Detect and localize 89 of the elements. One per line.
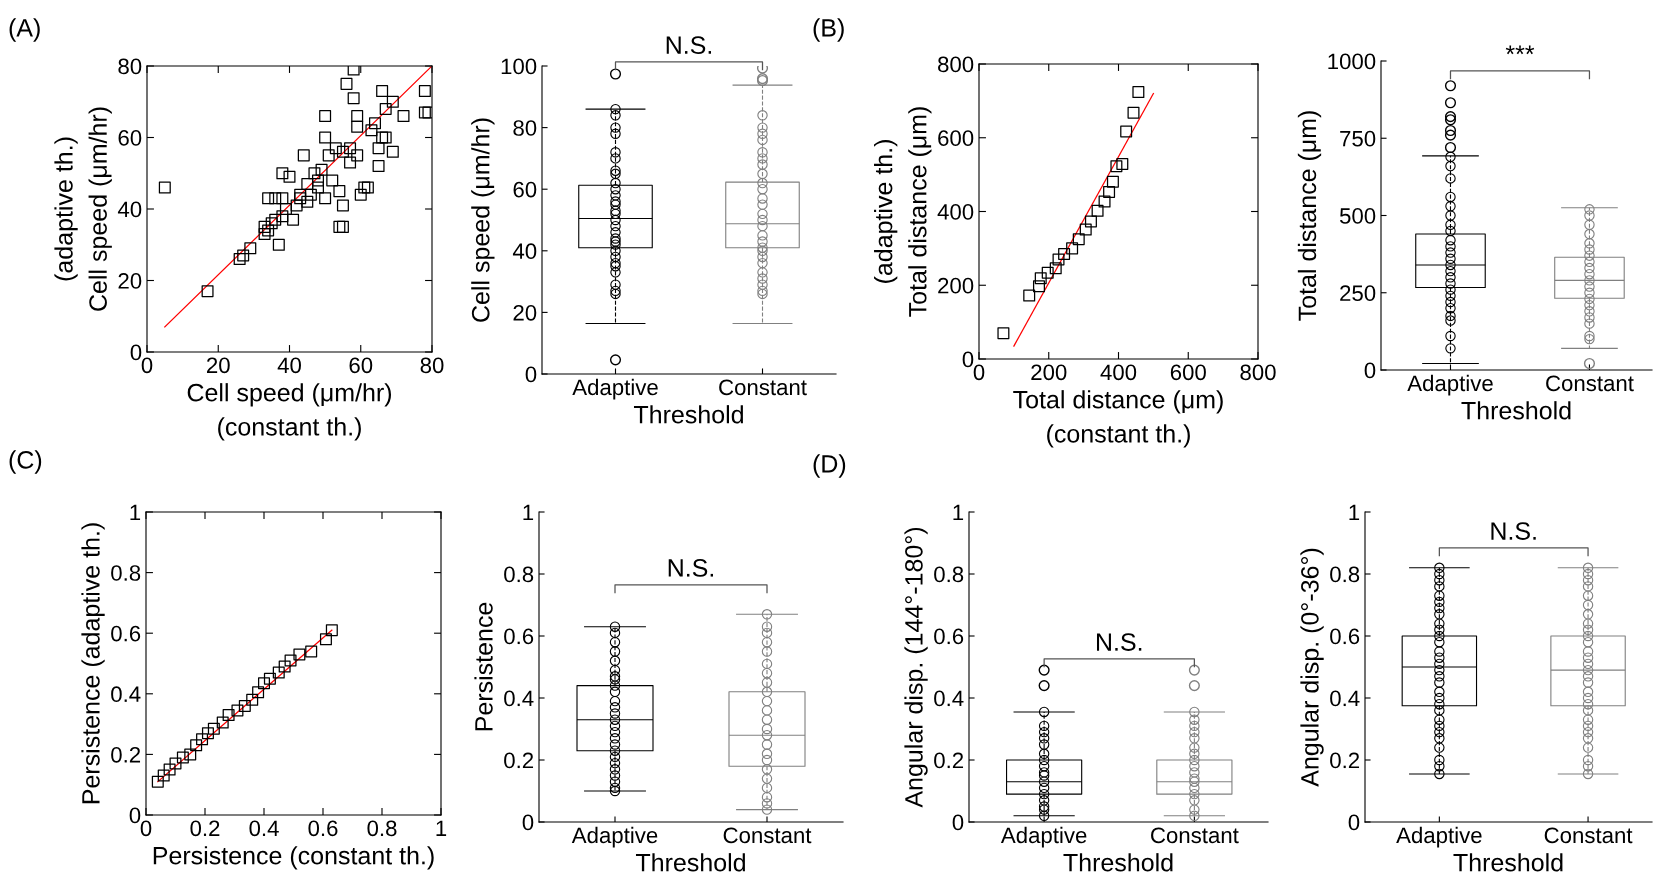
y-axis-title: Persistence (adaptive th.) [81, 523, 105, 804]
y-tick-label: 250 [1340, 285, 1376, 302]
y-tick-label: 800 [938, 56, 974, 73]
y-tick-label: 80 [513, 120, 537, 136]
x-tick-label: 0.2 [190, 820, 220, 837]
y-tick-label: 0.8 [934, 566, 964, 583]
x-tick-label: Adaptive [572, 378, 658, 400]
text: *** [1505, 45, 1535, 55]
x-tick-label: 1 [436, 820, 447, 836]
x-tick-label: Adaptive [571, 826, 658, 848]
x-tick-label: 0.4 [249, 820, 279, 837]
text: (C) [9, 450, 42, 474]
annotation: N.S. [668, 559, 714, 577]
x-tick-label: Adaptive [1000, 826, 1087, 848]
x-tick-label: Constant [1544, 827, 1633, 844]
y-tick-label: 0.4 [1330, 690, 1360, 707]
x-tick-label: 40 [277, 357, 301, 374]
x-tick-label: Constant [1546, 375, 1634, 392]
x-tick-label: 400 [1100, 364, 1137, 381]
y-tick-label: 0.2 [504, 752, 534, 769]
y-axis-title: Cell speed (μm/hr) [471, 118, 495, 322]
y-tick-label: 600 [938, 130, 974, 147]
x-tick-label: 0 [973, 364, 985, 381]
x-tick-label: Adaptive [1407, 374, 1493, 396]
y-tick-label: 1 [523, 504, 534, 521]
x-tick-label: Adaptive [1396, 826, 1482, 848]
x-axis-title: Threshold [1063, 853, 1173, 872]
y-tick-label: 60 [513, 181, 537, 198]
y-tick-label: 0.6 [1330, 628, 1360, 645]
y-tick-label: 0.8 [111, 565, 141, 581]
y-tick-label: 60 [118, 130, 142, 146]
y-tick-label: 80 [118, 58, 142, 75]
y-tick-label: 20 [118, 273, 142, 289]
x-tick-label: 600 [1170, 364, 1206, 381]
x-axis-title: Threshold [635, 853, 745, 872]
y-tick-label: 0.2 [934, 752, 964, 769]
y-tick-label: 0 [130, 344, 142, 361]
text: (A) [9, 18, 40, 42]
x-tick-label: 0.8 [367, 820, 397, 837]
x-tick-label: 0 [141, 357, 153, 374]
x-tick-label: 800 [1240, 364, 1276, 381]
x-tick-label: Constant [1151, 827, 1239, 844]
x-tick-label: 80 [420, 357, 444, 374]
y-tick-label: 400 [937, 204, 974, 220]
y-tick-label: 0.4 [504, 690, 534, 707]
y-tick-label: 1 [953, 504, 964, 521]
x-tick-label: Constant [719, 379, 807, 396]
y-tick-label: 0.8 [504, 566, 534, 583]
y-tick-label: 20 [513, 304, 537, 321]
text: (B) [813, 18, 844, 42]
text: N.S. [666, 36, 712, 54]
y-tick-label: 0.8 [1330, 566, 1360, 583]
x-tick-label: 20 [207, 357, 230, 374]
x-tick-label: 0.6 [308, 820, 338, 837]
x-axis-title: Threshold [633, 405, 743, 424]
y-tick-label: 0.2 [1330, 752, 1360, 769]
x-tick-label: 200 [1031, 364, 1067, 381]
y-tick-label: 0.4 [111, 686, 141, 703]
y-axis-title: (adaptive th.) Total distance (μm) [874, 107, 932, 317]
y-tick-label: 1000 [1328, 53, 1376, 70]
y-tick-label: 200 [938, 277, 974, 294]
y-tick-label: 0.4 [934, 690, 964, 707]
y-tick-label: 0 [129, 807, 141, 824]
y-tick-label: 0.6 [504, 628, 534, 645]
y-axis-title: Total distance (μm) [1297, 111, 1322, 321]
x-axis-title: Total distance (μm) (constant th.) [1013, 390, 1223, 448]
y-axis-title: Angular disp. (0°-36°) [1300, 548, 1324, 787]
y-tick-label: 1 [1349, 504, 1360, 521]
y-tick-label: 750 [1340, 130, 1376, 147]
x-axis-title: Threshold [1453, 853, 1563, 872]
annotation: N.S. [1096, 633, 1142, 651]
y-tick-label: 0.6 [111, 625, 141, 642]
annotation: N.S. [1491, 522, 1536, 540]
x-axis-title: Persistence (constant th.) [153, 846, 434, 870]
y-axis-title: Angular disp. (144°-180°) [904, 527, 928, 808]
y-axis-title: Persistence [474, 602, 493, 731]
x-axis-title: Threshold [1461, 401, 1571, 420]
x-axis-title: Cell speed (μm/hr) (constant th.) [187, 383, 392, 441]
y-tick-label: 40 [512, 243, 537, 260]
y-axis-title: (adaptive th.) Cell speed (μm/hr) [54, 107, 112, 311]
text: (D) [813, 454, 846, 478]
y-tick-label: 0.2 [111, 746, 141, 763]
y-tick-label: 40 [117, 201, 142, 218]
y-tick-label: 500 [1339, 208, 1376, 224]
x-tick-label: 60 [349, 357, 373, 374]
y-tick-label: 0.6 [934, 628, 964, 645]
x-tick-label: Constant [723, 827, 812, 844]
y-tick-label: 100 [501, 58, 537, 75]
y-tick-label: 1 [130, 504, 141, 521]
